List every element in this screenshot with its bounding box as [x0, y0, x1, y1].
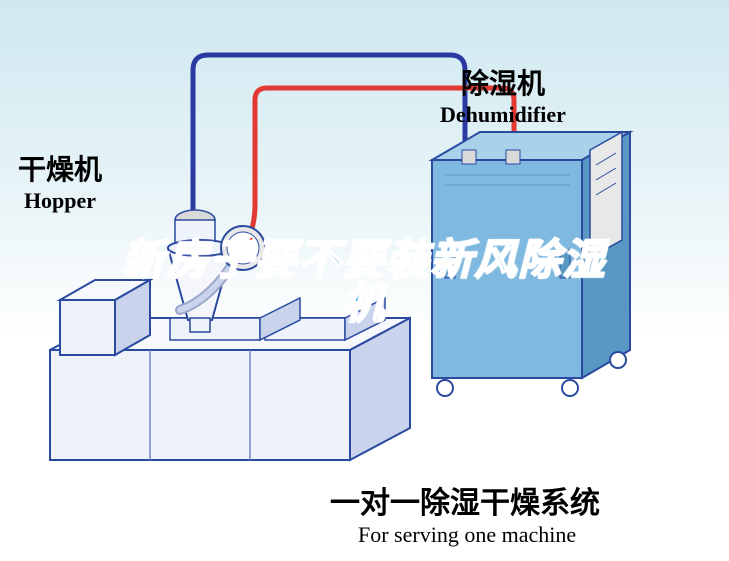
- blue-pipe: [193, 55, 470, 218]
- hopper-label: 干燥机 Hopper: [18, 148, 102, 214]
- dehumidifier-label: 除湿机 Dehumidifier: [440, 62, 566, 128]
- caption-cn: 一对一除湿干燥系统: [330, 478, 600, 522]
- hopper-label-cn: 干燥机: [18, 148, 102, 188]
- dehumidifier-label-cn: 除湿机: [440, 62, 566, 102]
- banner-line1: 新房子要不要装新风除湿: [0, 238, 729, 282]
- banner-overlay: 新房子要不要装新风除湿 机: [0, 238, 729, 326]
- hopper-label-en: Hopper: [18, 188, 102, 214]
- caption: 一对一除湿干燥系统 For serving one machine: [330, 478, 600, 548]
- caption-en: For serving one machine: [358, 522, 600, 548]
- dehumidifier-label-en: Dehumidifier: [440, 102, 566, 128]
- banner-line2: 机: [0, 282, 729, 326]
